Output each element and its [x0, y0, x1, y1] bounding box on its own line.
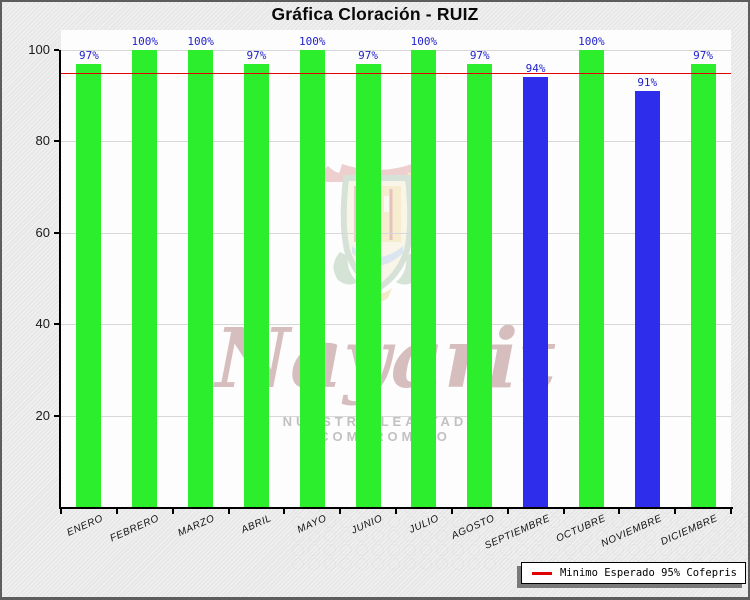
bar-septiembre — [523, 77, 549, 507]
x-tick-0 — [60, 509, 62, 514]
legend-line-swatch — [531, 571, 552, 575]
gridline-20 — [61, 415, 731, 417]
value-label-marzo: 100% — [187, 35, 214, 48]
x-tick-5 — [339, 509, 342, 514]
background-hex-pattern — [290, 500, 750, 570]
y-tick-40 — [54, 323, 59, 326]
x-tick-10 — [618, 509, 621, 514]
value-label-junio: 97% — [358, 48, 379, 62]
x-tick-1 — [115, 509, 118, 514]
bar-enero — [76, 63, 102, 507]
x-tick-4 — [283, 509, 286, 514]
plot-background — [61, 30, 731, 507]
value-label-diciembre: 97% — [693, 48, 714, 62]
x-label-abril: ABRIL — [239, 513, 273, 537]
value-label-abril: 97% — [246, 48, 267, 62]
bar-abril — [243, 63, 269, 507]
y-tick-20 — [54, 414, 59, 417]
bar-mayo — [299, 50, 325, 507]
bar-noviembre — [634, 91, 660, 507]
x-tick-6 — [395, 509, 397, 514]
gridline-80 — [61, 141, 731, 143]
value-label-enero: 97% — [78, 48, 99, 62]
x-tick-2 — [171, 509, 174, 514]
x-tick-12 — [730, 509, 732, 514]
x-tick-11 — [674, 509, 677, 514]
y-tick-100 — [54, 49, 59, 51]
y-tick-label-20: 20 — [35, 407, 50, 423]
bar-febrero — [132, 50, 158, 507]
y-tick-80 — [54, 140, 59, 143]
value-label-agosto: 97% — [469, 48, 490, 62]
bar-diciembre — [690, 63, 716, 507]
x-label-marzo: MARZO — [176, 513, 218, 539]
bar-junio — [355, 63, 381, 507]
y-tick-label-60: 60 — [35, 224, 50, 240]
x-axis-line — [59, 507, 733, 509]
value-label-febrero: 100% — [131, 35, 159, 48]
value-label-mayo: 100% — [299, 35, 326, 48]
y-tick-label-40: 40 — [35, 316, 50, 332]
value-label-septiembre: 94% — [525, 62, 546, 76]
y-tick-label-100: 100 — [28, 42, 50, 57]
gridline-60 — [61, 232, 731, 234]
y-axis-line — [59, 50, 61, 509]
bar-marzo — [188, 50, 214, 507]
x-label-febrero: FEBRERO — [108, 513, 162, 545]
minimum-threshold-line — [61, 72, 731, 75]
gridline-100 — [61, 50, 731, 51]
legend-box: Minimo Esperado 95% Cofepris — [520, 562, 746, 584]
x-tick-7 — [450, 509, 453, 514]
value-label-julio: 100% — [410, 35, 438, 48]
value-label-noviembre: 91% — [637, 76, 658, 90]
x-tick-3 — [227, 509, 230, 514]
y-tick-60 — [54, 231, 59, 234]
bar-octubre — [578, 50, 604, 507]
y-tick-label-80: 80 — [35, 133, 50, 149]
legend-label: Minimo Esperado 95% Cofepris — [559, 567, 737, 579]
x-tick-8 — [506, 509, 509, 514]
x-tick-9 — [562, 509, 565, 514]
value-label-octubre: 100% — [578, 35, 605, 48]
x-label-enero: ENERO — [65, 513, 106, 539]
bar-julio — [411, 50, 437, 507]
gridline-40 — [61, 324, 731, 326]
bar-agosto — [467, 63, 493, 507]
chart-title: Gráfica Cloración - RUIZ — [271, 4, 479, 24]
